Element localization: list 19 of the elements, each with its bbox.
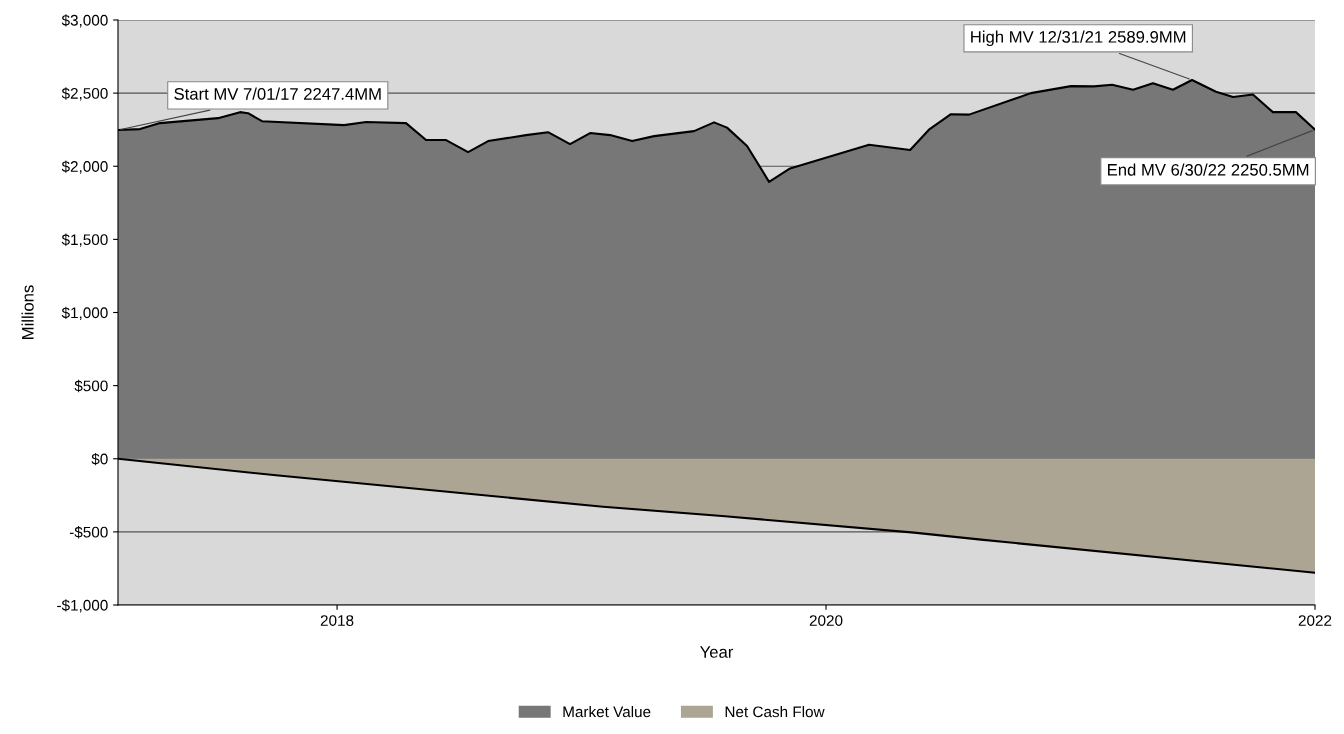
- y-tick-label: $3,000: [61, 14, 108, 28]
- legend-label: Market Value: [563, 706, 651, 718]
- x-axis-title: Year: [700, 646, 734, 658]
- y-tick-label: -$1,000: [57, 599, 108, 613]
- y-tick-label: $2,000: [61, 160, 108, 174]
- y-tick-label: $1,500: [61, 233, 108, 247]
- x-tick-label: 2022: [1298, 615, 1332, 626]
- y-axis-title: Millions: [21, 285, 34, 339]
- y-tick-label: $0: [91, 452, 108, 466]
- annotation: End MV 6/30/22 2250.5MM: [1108, 163, 1309, 176]
- x-tick-label: 2018: [320, 615, 354, 626]
- y-tick-label: -$500: [69, 526, 108, 539]
- annotation: High MV 12/31/21 2589.9MM: [971, 30, 1186, 47]
- legend-label: Net Cash Flow: [725, 706, 825, 718]
- y-tick-label: $2,500: [61, 87, 108, 101]
- y-tick-label: $500: [74, 379, 108, 393]
- y-tick-label: $1,000: [61, 306, 108, 320]
- annotation: Start MV 7/01/17 2247.4MM: [174, 87, 381, 100]
- x-tick-label: 2020: [809, 615, 843, 626]
